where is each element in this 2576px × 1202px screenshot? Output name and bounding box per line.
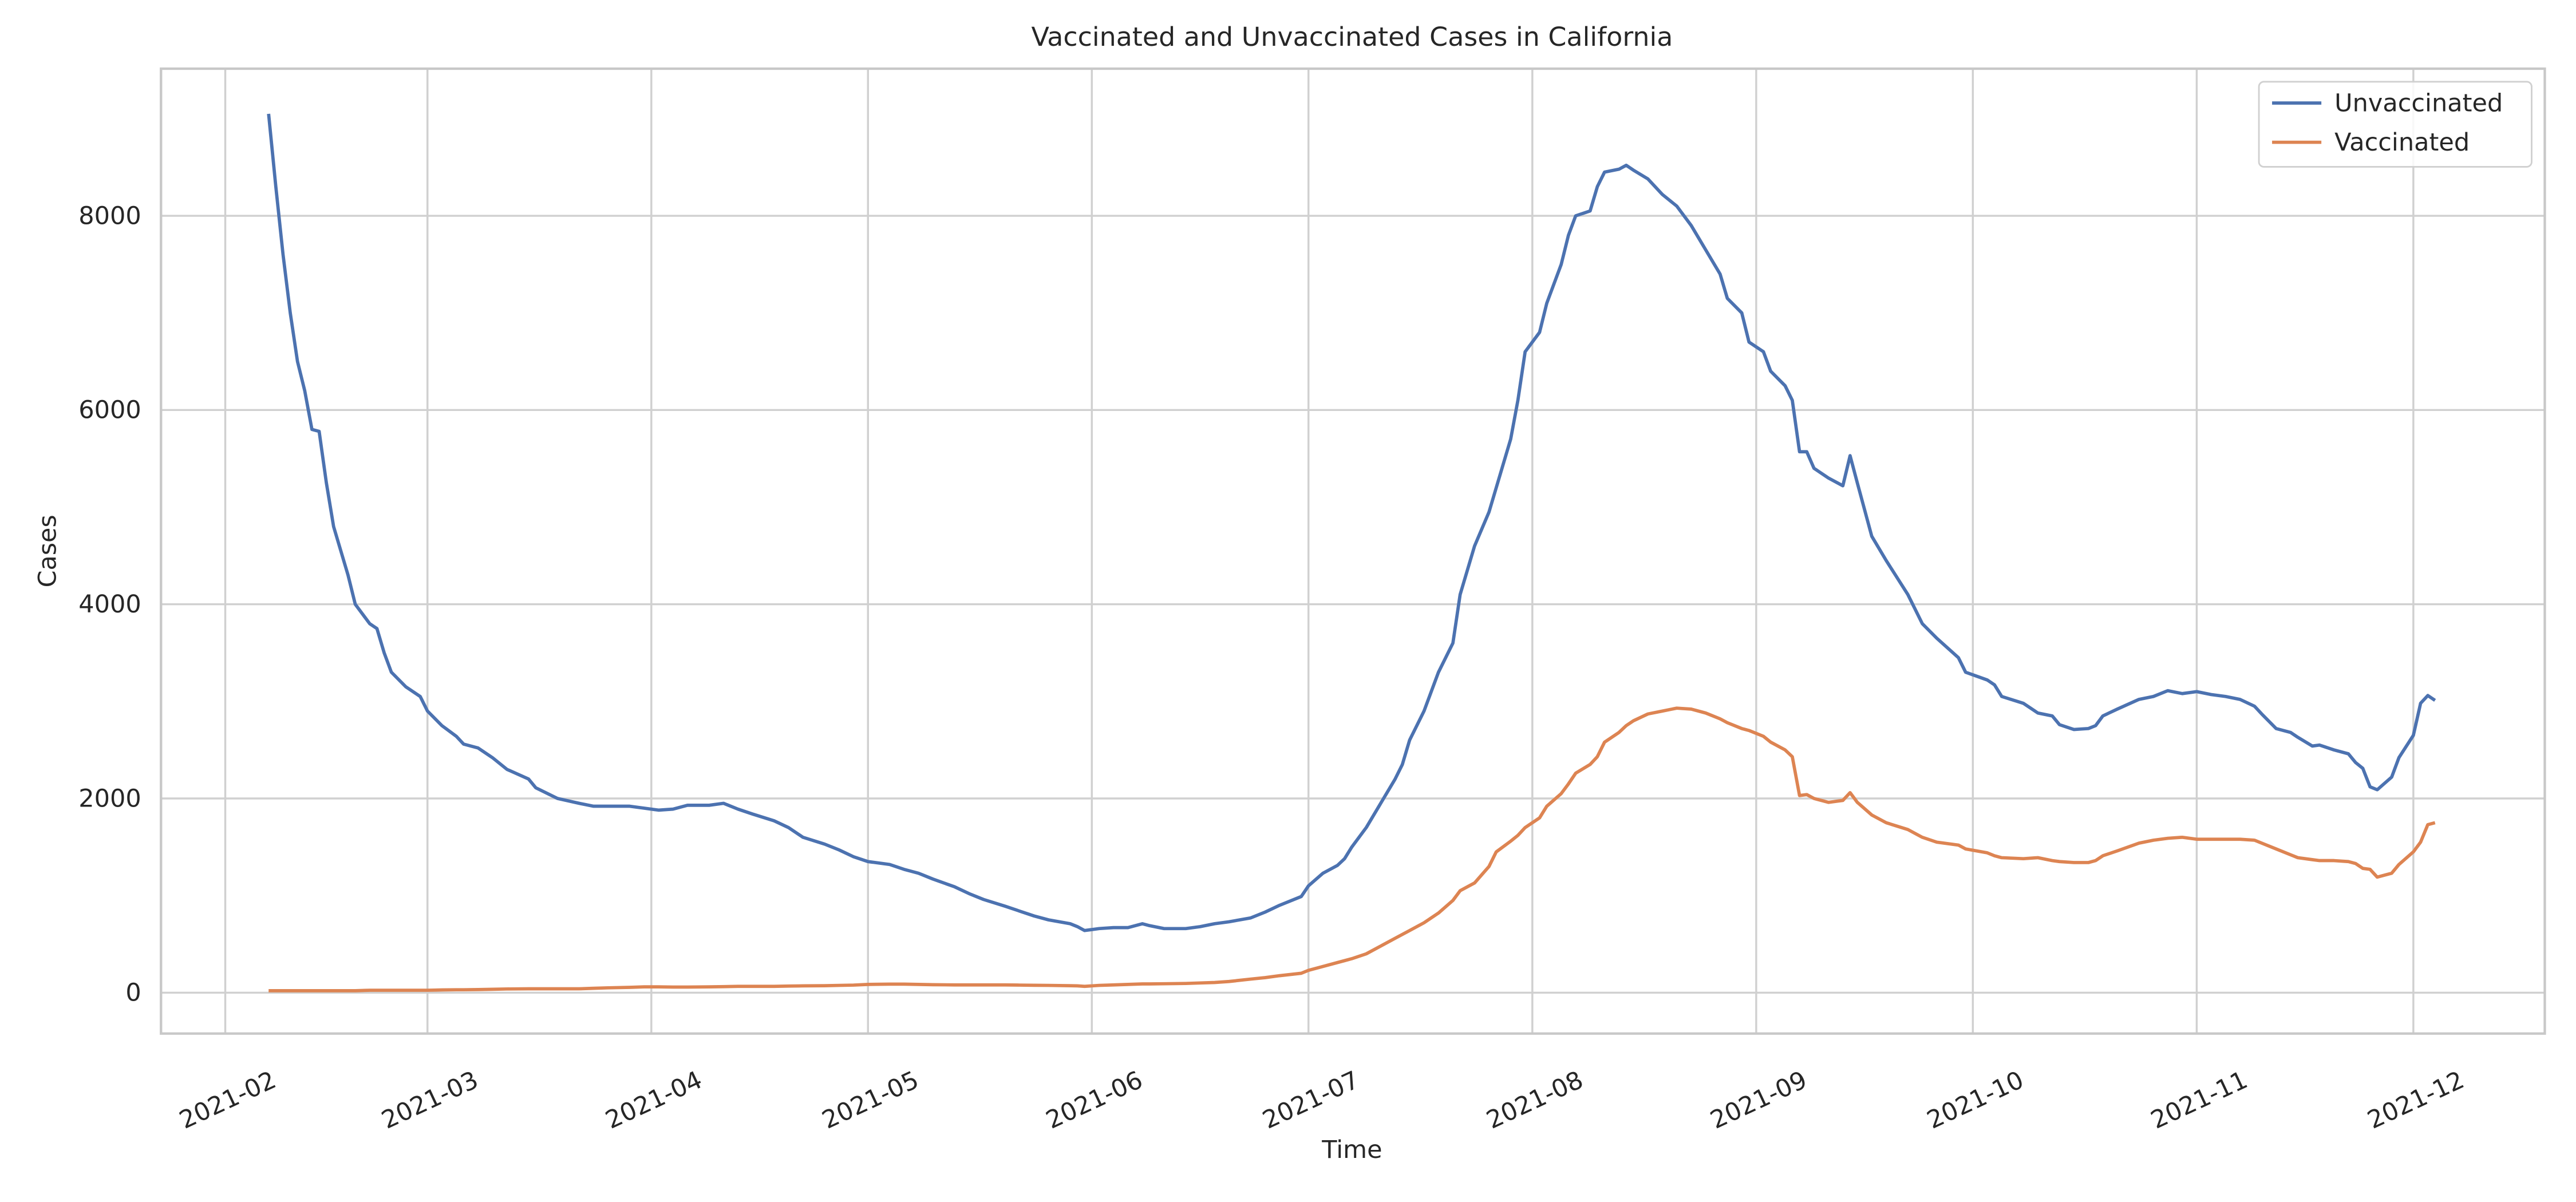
legend-label: Unvaccinated (2334, 89, 2503, 117)
legend-box (2258, 81, 2532, 168)
y-tick-label: 8000 (78, 201, 141, 230)
data-line (268, 706, 2436, 993)
legend-label: Vaccinated (2334, 128, 2470, 157)
x-axis-label: Time (1321, 1136, 1382, 1164)
y-tick-label: 6000 (78, 396, 141, 425)
data-line (267, 113, 2436, 932)
legend: Unvaccinated Vaccinated (2258, 81, 2532, 168)
y-axis-label: Cases (33, 515, 62, 587)
y-tick-label: 2000 (78, 784, 141, 813)
plot-frame (160, 67, 2546, 1035)
y-tick-label: 0 (125, 979, 141, 1007)
y-tick-label: 4000 (78, 590, 141, 619)
chart-title: Vaccinated and Unvaccinated Cases in Cal… (1031, 21, 1673, 52)
